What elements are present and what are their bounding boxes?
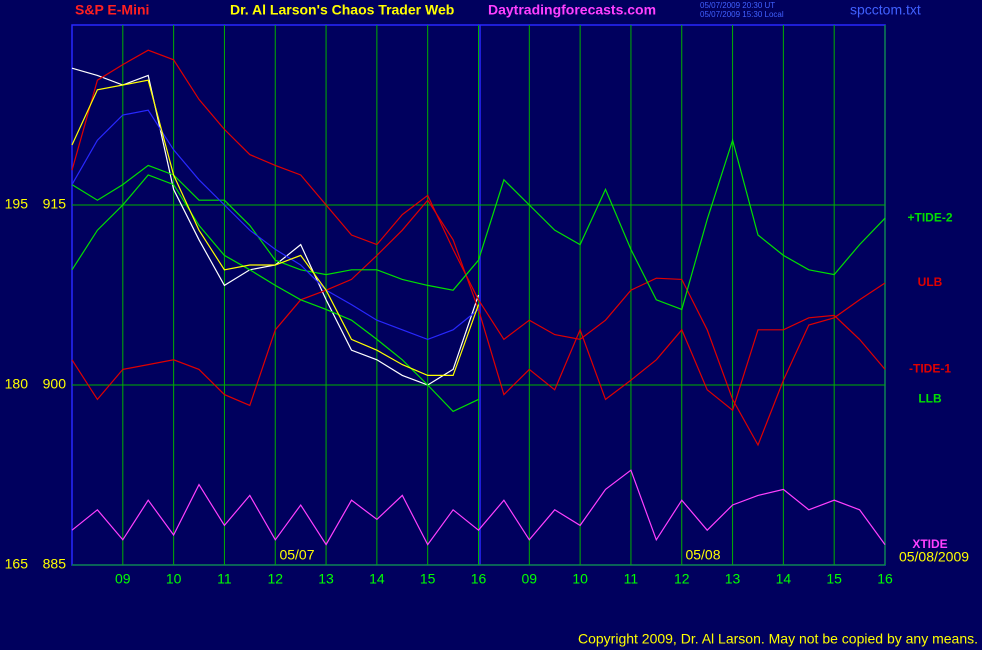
legend-label: -TIDE-1 [909, 362, 951, 376]
x-tick-label: 15 [826, 571, 842, 587]
timestamp: 05/07/2009 20:30 UT [700, 1, 775, 10]
x-tick-label: 11 [217, 571, 232, 587]
series-line [71, 109, 479, 341]
x-tick-label: 15 [420, 571, 436, 587]
x-tick-label: 11 [624, 571, 639, 587]
x-tick-label: 16 [471, 571, 487, 587]
legend-label: XTIDE [912, 537, 947, 551]
site: Daytradingforecasts.com [488, 2, 656, 18]
x-tick-label: 14 [369, 571, 385, 587]
series-line [71, 49, 886, 447]
file-name: spcctom.txt [850, 2, 921, 18]
date-label: 05/08/2009 [899, 549, 969, 565]
series-line [71, 138, 886, 311]
y-tick-label: 900 [43, 376, 67, 392]
y2-tick-label: 180 [5, 376, 29, 392]
legend-label: LLB [918, 392, 942, 406]
series-line [71, 469, 886, 546]
timestamp: 05/07/2009 15:30 Local [700, 10, 784, 19]
x-tick-label: 14 [776, 571, 792, 587]
legend-label: ULB [918, 275, 943, 289]
symbol: S&P E-Mini [75, 2, 149, 18]
y2-tick-label: 195 [5, 196, 29, 212]
x-tick-label: 16 [877, 571, 893, 587]
date-label: 05/07 [279, 547, 314, 563]
x-tick-label: 09 [115, 571, 131, 587]
x-tick-label: 13 [725, 571, 741, 587]
y-tick-label: 885 [43, 556, 67, 572]
x-tick-label: 10 [166, 571, 182, 587]
x-tick-label: 10 [572, 571, 588, 587]
x-tick-label: 12 [674, 571, 690, 587]
y-tick-label: 915 [43, 196, 67, 212]
chart-title: Dr. Al Larson's Chaos Trader Web [230, 2, 454, 18]
series-line [71, 79, 480, 376]
legend-label: +TIDE-2 [907, 210, 952, 224]
x-tick-label: 12 [267, 571, 283, 587]
x-tick-label: 13 [318, 571, 334, 587]
copyright: Copyright 2009, Dr. Al Larson. May not b… [578, 631, 978, 647]
x-tick-label: 09 [522, 571, 538, 587]
date-label: 05/08 [685, 547, 720, 563]
y2-tick-label: 165 [5, 556, 29, 572]
